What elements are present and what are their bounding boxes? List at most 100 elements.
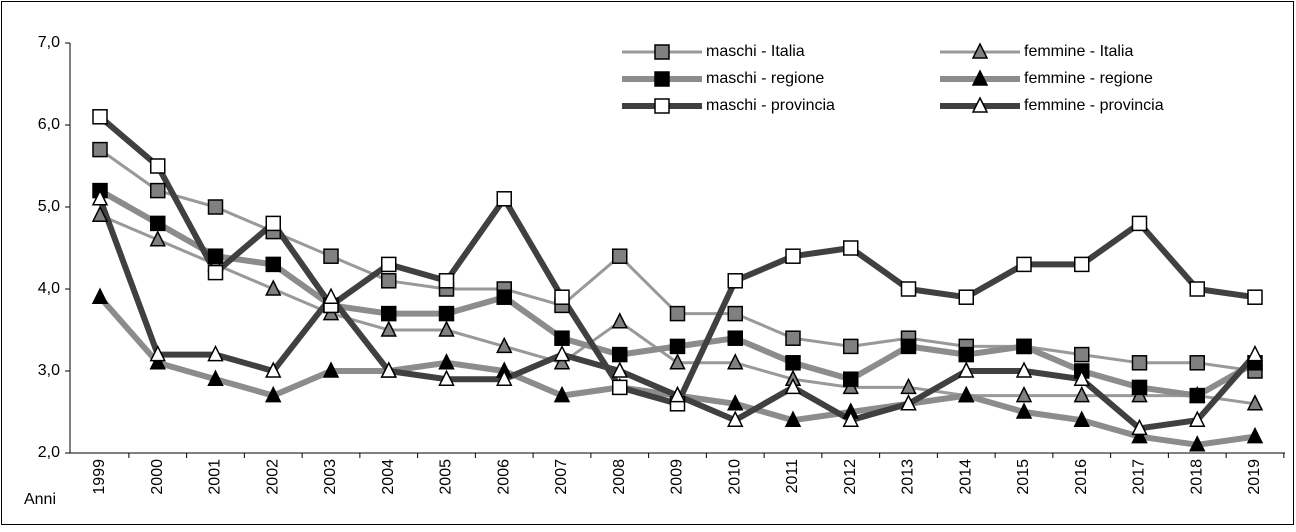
marker [900, 338, 917, 355]
marker [1247, 289, 1263, 305]
marker [971, 69, 989, 86]
x-tick-label: 2011 [784, 459, 801, 494]
legend-label: femmine - Italia [1024, 43, 1133, 60]
marker [842, 410, 859, 427]
marker [438, 320, 455, 337]
marker [1073, 369, 1090, 386]
marker [323, 248, 339, 264]
marker [669, 385, 686, 403]
marker [669, 353, 686, 370]
marker [843, 338, 859, 355]
marker [971, 96, 989, 113]
marker [1131, 418, 1148, 436]
marker [381, 256, 397, 273]
y-tick-label: 3,0 [38, 362, 60, 379]
marker [265, 215, 281, 232]
x-tick-label: 2004 [380, 459, 397, 495]
legend-label: femmine - provincia [1024, 97, 1164, 114]
marker [438, 305, 455, 322]
marker [1131, 215, 1148, 232]
y-tick-label: 2,0 [38, 444, 60, 461]
marker [611, 361, 628, 378]
marker [92, 109, 108, 125]
marker [612, 379, 628, 396]
marker [322, 287, 340, 304]
marker [149, 230, 166, 247]
marker [265, 256, 281, 273]
marker [1246, 394, 1264, 411]
marker [785, 248, 801, 264]
marker [1016, 338, 1032, 355]
marker [727, 394, 744, 411]
marker [900, 281, 917, 297]
marker [207, 344, 224, 362]
x-tick-label: 2016 [1073, 459, 1090, 495]
marker [92, 141, 108, 158]
x-tick-label: 2013 [900, 459, 917, 495]
marker [207, 369, 224, 386]
marker [91, 189, 109, 206]
marker [785, 330, 801, 346]
marker [496, 191, 512, 207]
marker [380, 361, 397, 378]
x-tick-label: 2018 [1188, 459, 1205, 495]
marker [1131, 355, 1148, 371]
x-tick-label: 2012 [842, 459, 859, 495]
marker [611, 312, 628, 329]
x-tick-label: 1999 [91, 459, 108, 495]
marker [1131, 426, 1148, 444]
marker [438, 369, 455, 386]
marker [669, 338, 686, 355]
x-tick-label: 2019 [1246, 459, 1263, 495]
marker [654, 71, 670, 87]
marker [149, 344, 166, 362]
marker [380, 320, 397, 337]
marker [784, 377, 802, 395]
marker [1016, 256, 1032, 273]
marker [207, 199, 224, 215]
legend-label: femmine - regione [1024, 70, 1153, 87]
marker [91, 287, 109, 304]
x-tick-label: 2010 [726, 459, 743, 495]
marker [727, 410, 744, 427]
x-axis-label: Anni [24, 491, 56, 508]
marker [438, 273, 455, 289]
y-tick-label: 6,0 [38, 116, 60, 133]
marker [381, 305, 397, 322]
x-tick-label: 2015 [1015, 459, 1032, 495]
marker [958, 385, 975, 403]
marker [612, 248, 628, 264]
marker [727, 353, 744, 370]
marker [265, 361, 282, 378]
marker [843, 371, 859, 387]
marker [612, 346, 628, 363]
legend-label: maschi - Italia [706, 43, 805, 60]
marker [900, 394, 917, 411]
marker [727, 330, 743, 346]
x-tick-label: 2009 [669, 459, 686, 495]
marker [1131, 379, 1148, 396]
marker [900, 377, 917, 395]
marker [669, 305, 686, 322]
legend-label: maschi - regione [706, 70, 824, 87]
marker [654, 98, 670, 114]
marker [727, 305, 743, 322]
marker [1073, 410, 1090, 427]
marker [554, 289, 570, 305]
marker [1015, 385, 1033, 403]
marker [1189, 435, 1206, 452]
marker [496, 369, 513, 386]
legend-label: maschi - provincia [706, 97, 835, 114]
marker [381, 273, 397, 289]
marker [958, 361, 975, 378]
marker [149, 353, 166, 370]
marker [554, 330, 570, 346]
marker [150, 215, 166, 232]
x-tick-label: 2003 [322, 459, 339, 495]
marker [1189, 387, 1205, 404]
marker [1246, 426, 1264, 444]
marker [553, 344, 571, 362]
marker [150, 182, 166, 199]
marker [150, 158, 166, 174]
x-tick-label: 2014 [957, 459, 974, 495]
